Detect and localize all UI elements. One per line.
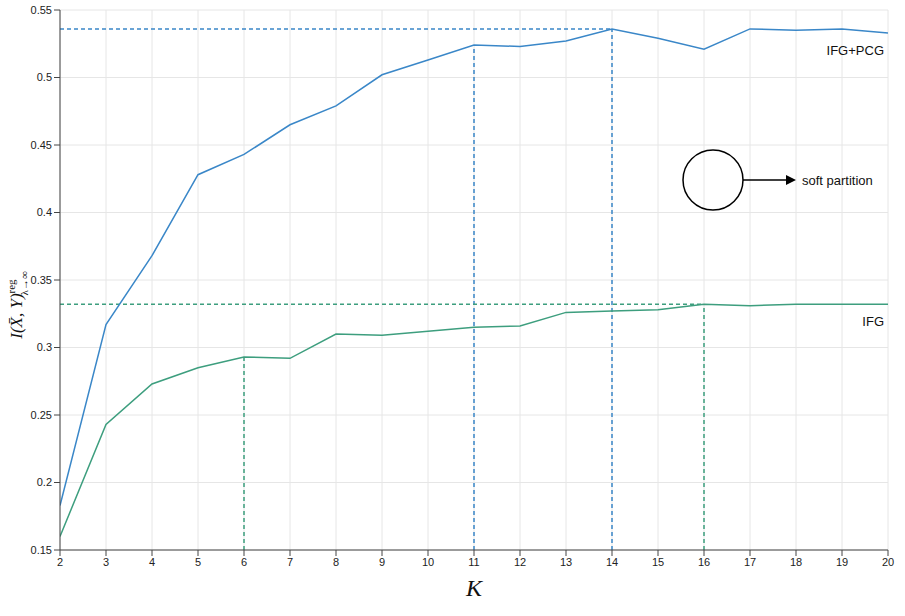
svg-text:8: 8: [333, 556, 339, 568]
svg-text:IFG: IFG: [862, 314, 884, 329]
svg-text:I(X̄, Y)regλ→∞: I(X̄, Y)regλ→∞: [5, 271, 30, 340]
svg-text:0.3: 0.3: [37, 341, 52, 353]
svg-text:11: 11: [468, 556, 479, 568]
svg-text:0.4: 0.4: [37, 206, 52, 218]
svg-text:0.5: 0.5: [37, 71, 52, 83]
svg-text:2: 2: [57, 556, 63, 568]
svg-text:18: 18: [790, 556, 802, 568]
svg-text:15: 15: [652, 556, 664, 568]
svg-text:0.2: 0.2: [37, 476, 52, 488]
svg-text:12: 12: [514, 556, 526, 568]
svg-text:0.25: 0.25: [31, 409, 52, 421]
svg-text:soft partition: soft partition: [802, 173, 873, 188]
svg-text:0.35: 0.35: [31, 274, 52, 286]
svg-text:0.45: 0.45: [31, 139, 52, 151]
svg-text:9: 9: [379, 556, 385, 568]
svg-text:K: K: [465, 575, 484, 601]
svg-text:6: 6: [241, 556, 247, 568]
svg-text:16: 16: [698, 556, 710, 568]
svg-text:17: 17: [744, 556, 756, 568]
svg-text:IFG+PCG: IFG+PCG: [827, 43, 884, 58]
svg-text:13: 13: [560, 556, 572, 568]
svg-text:3: 3: [103, 556, 109, 568]
svg-text:0.55: 0.55: [31, 4, 52, 16]
svg-text:0.15: 0.15: [31, 544, 52, 556]
svg-text:5: 5: [195, 556, 201, 568]
svg-text:20: 20: [882, 556, 894, 568]
svg-text:14: 14: [606, 556, 618, 568]
svg-text:19: 19: [836, 556, 848, 568]
svg-text:10: 10: [422, 556, 434, 568]
svg-text:7: 7: [287, 556, 293, 568]
svg-text:4: 4: [149, 556, 155, 568]
